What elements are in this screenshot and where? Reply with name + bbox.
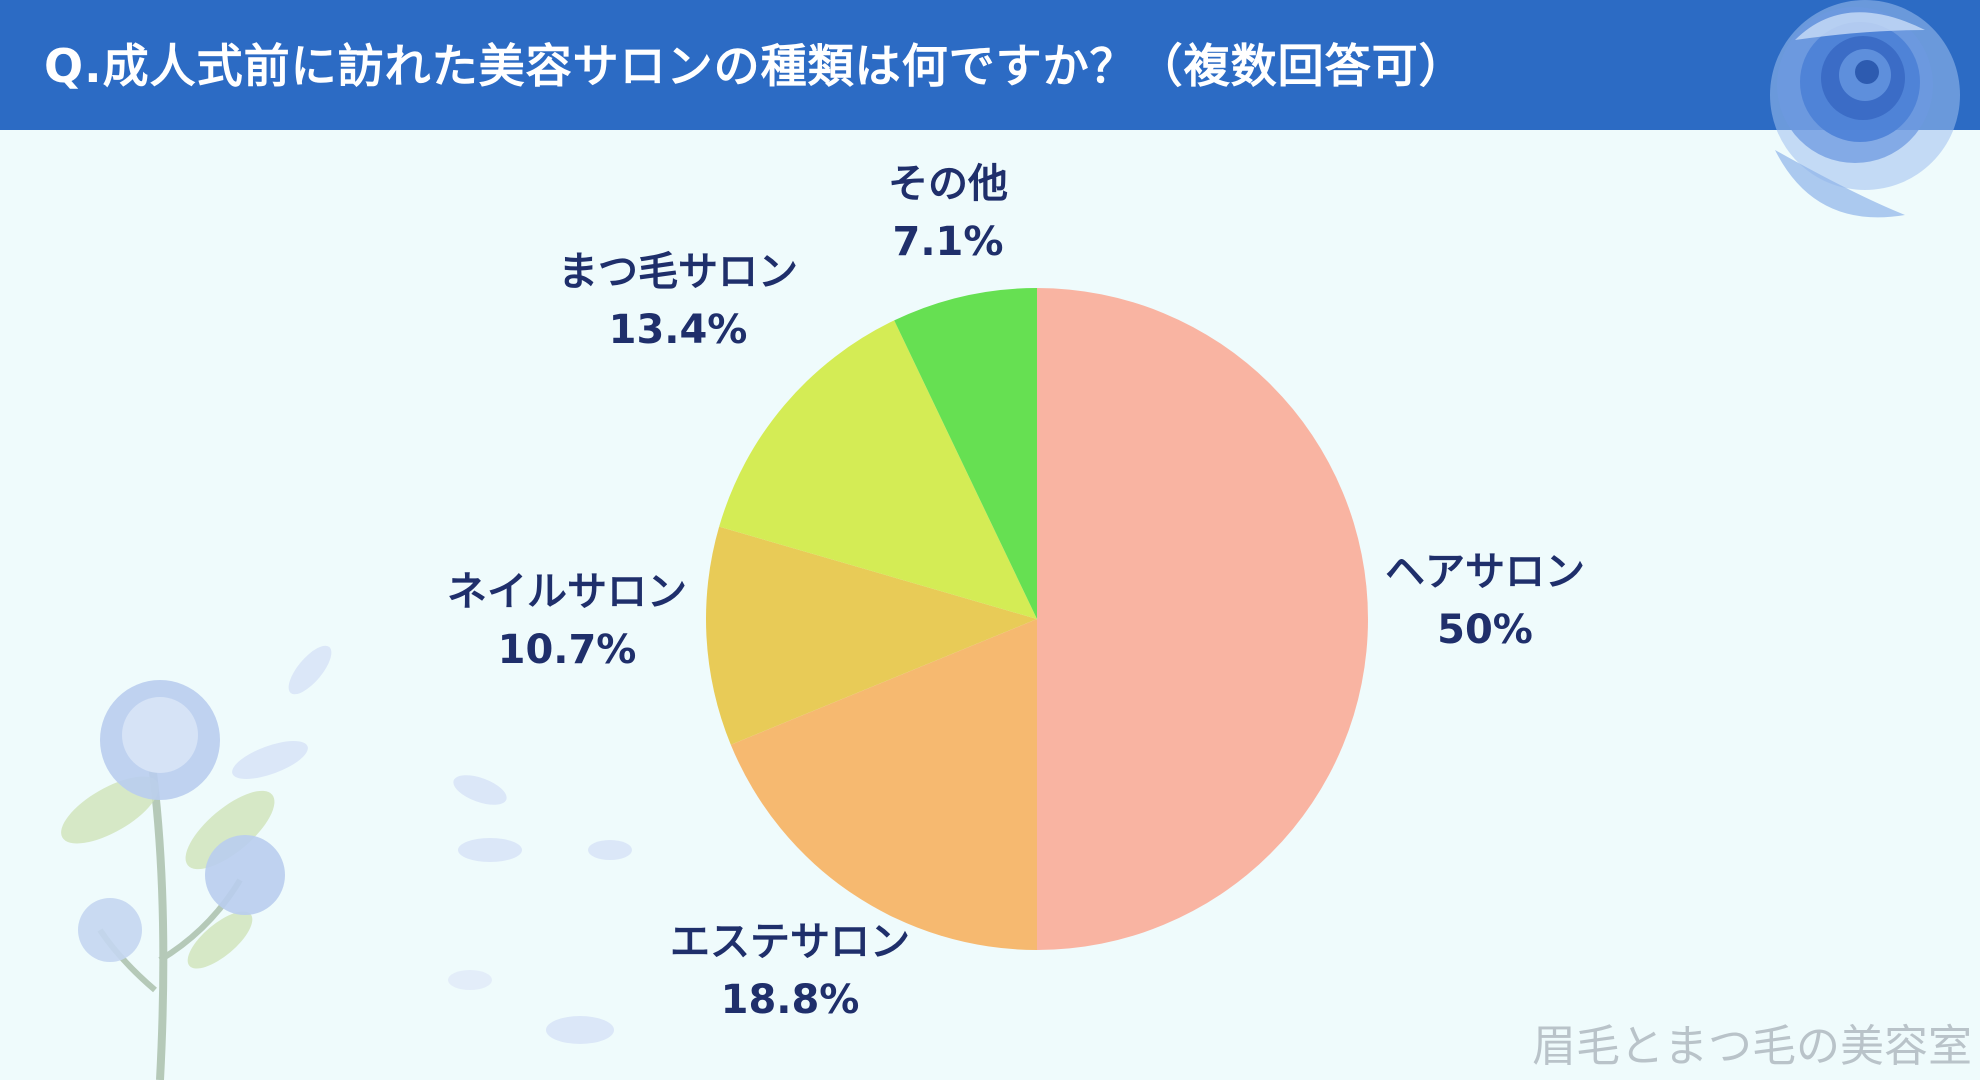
slice-label: エステサロン — [670, 919, 910, 965]
blue-rose-icon — [1770, 0, 1960, 218]
slice-value-label: 50% — [1437, 607, 1533, 653]
slice-value-label: 18.8% — [721, 977, 860, 1023]
watermark: 眉毛とまつ毛の美容室 — [1532, 1021, 1972, 1072]
slice-label: その他 — [888, 161, 1008, 207]
pie-slice — [894, 288, 1037, 619]
slice-value-label: 7.1% — [893, 219, 1004, 265]
slice-label: ネイルサロン — [447, 569, 687, 615]
rose-stem-icon — [61, 645, 632, 1080]
header-bar: Q.成人式前に訪れた美容サロンの種類は何ですか？（複数回答可） — [0, 0, 1980, 130]
pie-slice — [719, 320, 1037, 619]
pie-slice — [706, 526, 1037, 745]
slice-label: ヘアサロン — [1385, 549, 1585, 595]
slice-value-label: 13.4% — [609, 307, 748, 353]
pie-slice — [1037, 288, 1368, 950]
slice-value-label: 10.7% — [498, 627, 637, 673]
slice-label: まつ毛サロン — [558, 249, 798, 295]
pie-slice — [730, 619, 1037, 950]
page-title: Q.成人式前に訪れた美容サロンの種類は何ですか？（複数回答可） — [44, 39, 1466, 93]
